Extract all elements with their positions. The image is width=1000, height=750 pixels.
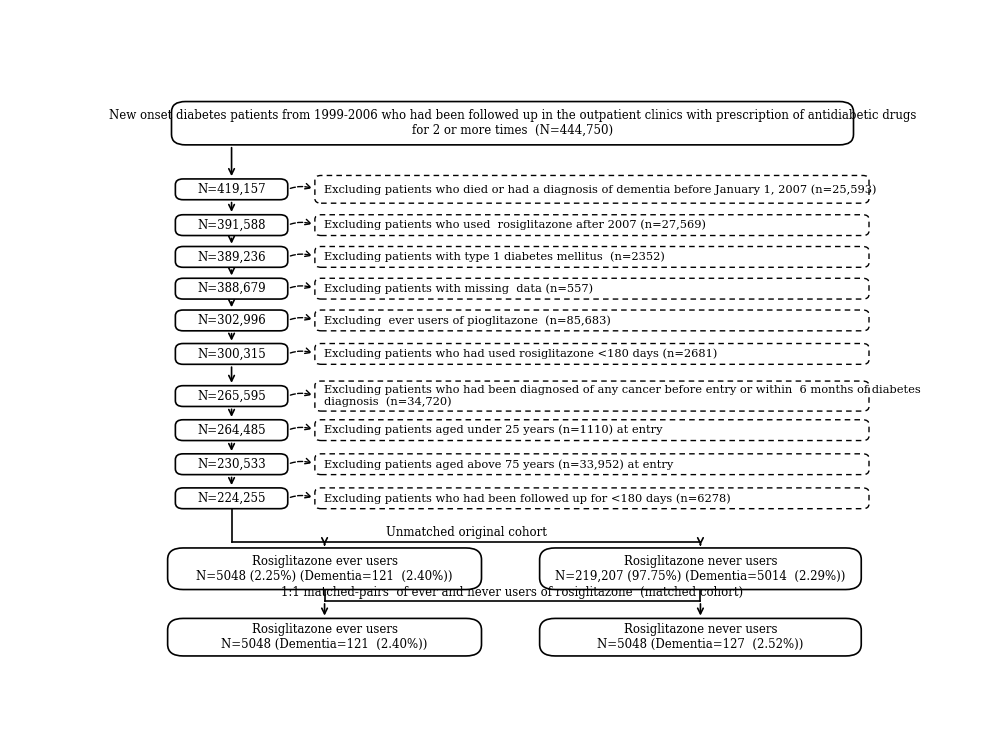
Text: Excluding patients with missing  data (n=557): Excluding patients with missing data (n=…: [324, 284, 593, 294]
Text: Excluding patients with type 1 diabetes mellitus  (n=2352): Excluding patients with type 1 diabetes …: [324, 251, 665, 262]
Text: N=300,315: N=300,315: [197, 347, 266, 361]
FancyBboxPatch shape: [168, 619, 482, 656]
Text: Excluding patients who had been followed up for <180 days (n=6278): Excluding patients who had been followed…: [324, 493, 731, 503]
Text: Excluding patients who died or had a diagnosis of dementia before January 1, 200: Excluding patients who died or had a dia…: [324, 184, 877, 194]
FancyBboxPatch shape: [540, 619, 861, 656]
Text: N=391,588: N=391,588: [197, 219, 266, 232]
FancyBboxPatch shape: [315, 454, 869, 475]
FancyBboxPatch shape: [175, 278, 288, 299]
Text: Excluding patients who had used rosiglitazone <180 days (n=2681): Excluding patients who had used rosiglit…: [324, 349, 718, 359]
Text: N=224,255: N=224,255: [197, 492, 266, 505]
FancyBboxPatch shape: [315, 420, 869, 440]
Text: N=230,533: N=230,533: [197, 458, 266, 471]
Text: Excluding  ever users of pioglitazone  (n=85,683): Excluding ever users of pioglitazone (n=…: [324, 315, 611, 326]
FancyBboxPatch shape: [168, 548, 482, 590]
Text: Unmatched original cohort: Unmatched original cohort: [386, 526, 546, 538]
Text: Excluding patients who used  rosiglitazone after 2007 (n=27,569): Excluding patients who used rosiglitazon…: [324, 220, 706, 230]
FancyBboxPatch shape: [175, 247, 288, 267]
FancyBboxPatch shape: [172, 101, 854, 145]
Text: N=265,595: N=265,595: [197, 389, 266, 403]
FancyBboxPatch shape: [315, 488, 869, 508]
Text: Rosiglitazone never users
N=5048 (Dementia=127  (2.52%)): Rosiglitazone never users N=5048 (Dement…: [597, 623, 804, 651]
FancyBboxPatch shape: [315, 247, 869, 267]
FancyBboxPatch shape: [315, 344, 869, 364]
Text: N=389,236: N=389,236: [197, 251, 266, 263]
FancyBboxPatch shape: [315, 278, 869, 299]
Text: N=302,996: N=302,996: [197, 314, 266, 327]
Text: Excluding patients aged above 75 years (n=33,952) at entry: Excluding patients aged above 75 years (…: [324, 459, 673, 470]
Text: Rosiglitazone never users
N=219,207 (97.75%) (Dementia=5014  (2.29%)): Rosiglitazone never users N=219,207 (97.…: [555, 555, 846, 583]
FancyBboxPatch shape: [175, 344, 288, 364]
Text: Excluding patients who had been diagnosed of any cancer before entry or within  : Excluding patients who had been diagnose…: [324, 385, 921, 407]
FancyBboxPatch shape: [315, 214, 869, 236]
FancyBboxPatch shape: [315, 176, 869, 203]
FancyBboxPatch shape: [175, 488, 288, 508]
Text: 1:1 matched-pairs  of ever and never users of rosiglitazone  (matched cohort): 1:1 matched-pairs of ever and never user…: [281, 586, 744, 598]
FancyBboxPatch shape: [540, 548, 861, 590]
Text: Rosiglitazone ever users
N=5048 (2.25%) (Dementia=121  (2.40%)): Rosiglitazone ever users N=5048 (2.25%) …: [196, 555, 453, 583]
Text: N=264,485: N=264,485: [197, 424, 266, 436]
FancyBboxPatch shape: [175, 386, 288, 406]
FancyBboxPatch shape: [175, 179, 288, 200]
Text: New onset diabetes patients from 1999-2006 who had been followed up in the outpa: New onset diabetes patients from 1999-20…: [109, 110, 916, 137]
Text: N=388,679: N=388,679: [197, 282, 266, 296]
Text: Excluding patients aged under 25 years (n=1110) at entry: Excluding patients aged under 25 years (…: [324, 424, 663, 436]
FancyBboxPatch shape: [315, 310, 869, 331]
FancyBboxPatch shape: [315, 381, 869, 411]
FancyBboxPatch shape: [175, 454, 288, 475]
Text: N=419,157: N=419,157: [197, 183, 266, 196]
FancyBboxPatch shape: [175, 214, 288, 236]
FancyBboxPatch shape: [175, 310, 288, 331]
Text: Rosiglitazone ever users
N=5048 (Dementia=121  (2.40%)): Rosiglitazone ever users N=5048 (Dementi…: [221, 623, 428, 651]
FancyBboxPatch shape: [175, 420, 288, 440]
